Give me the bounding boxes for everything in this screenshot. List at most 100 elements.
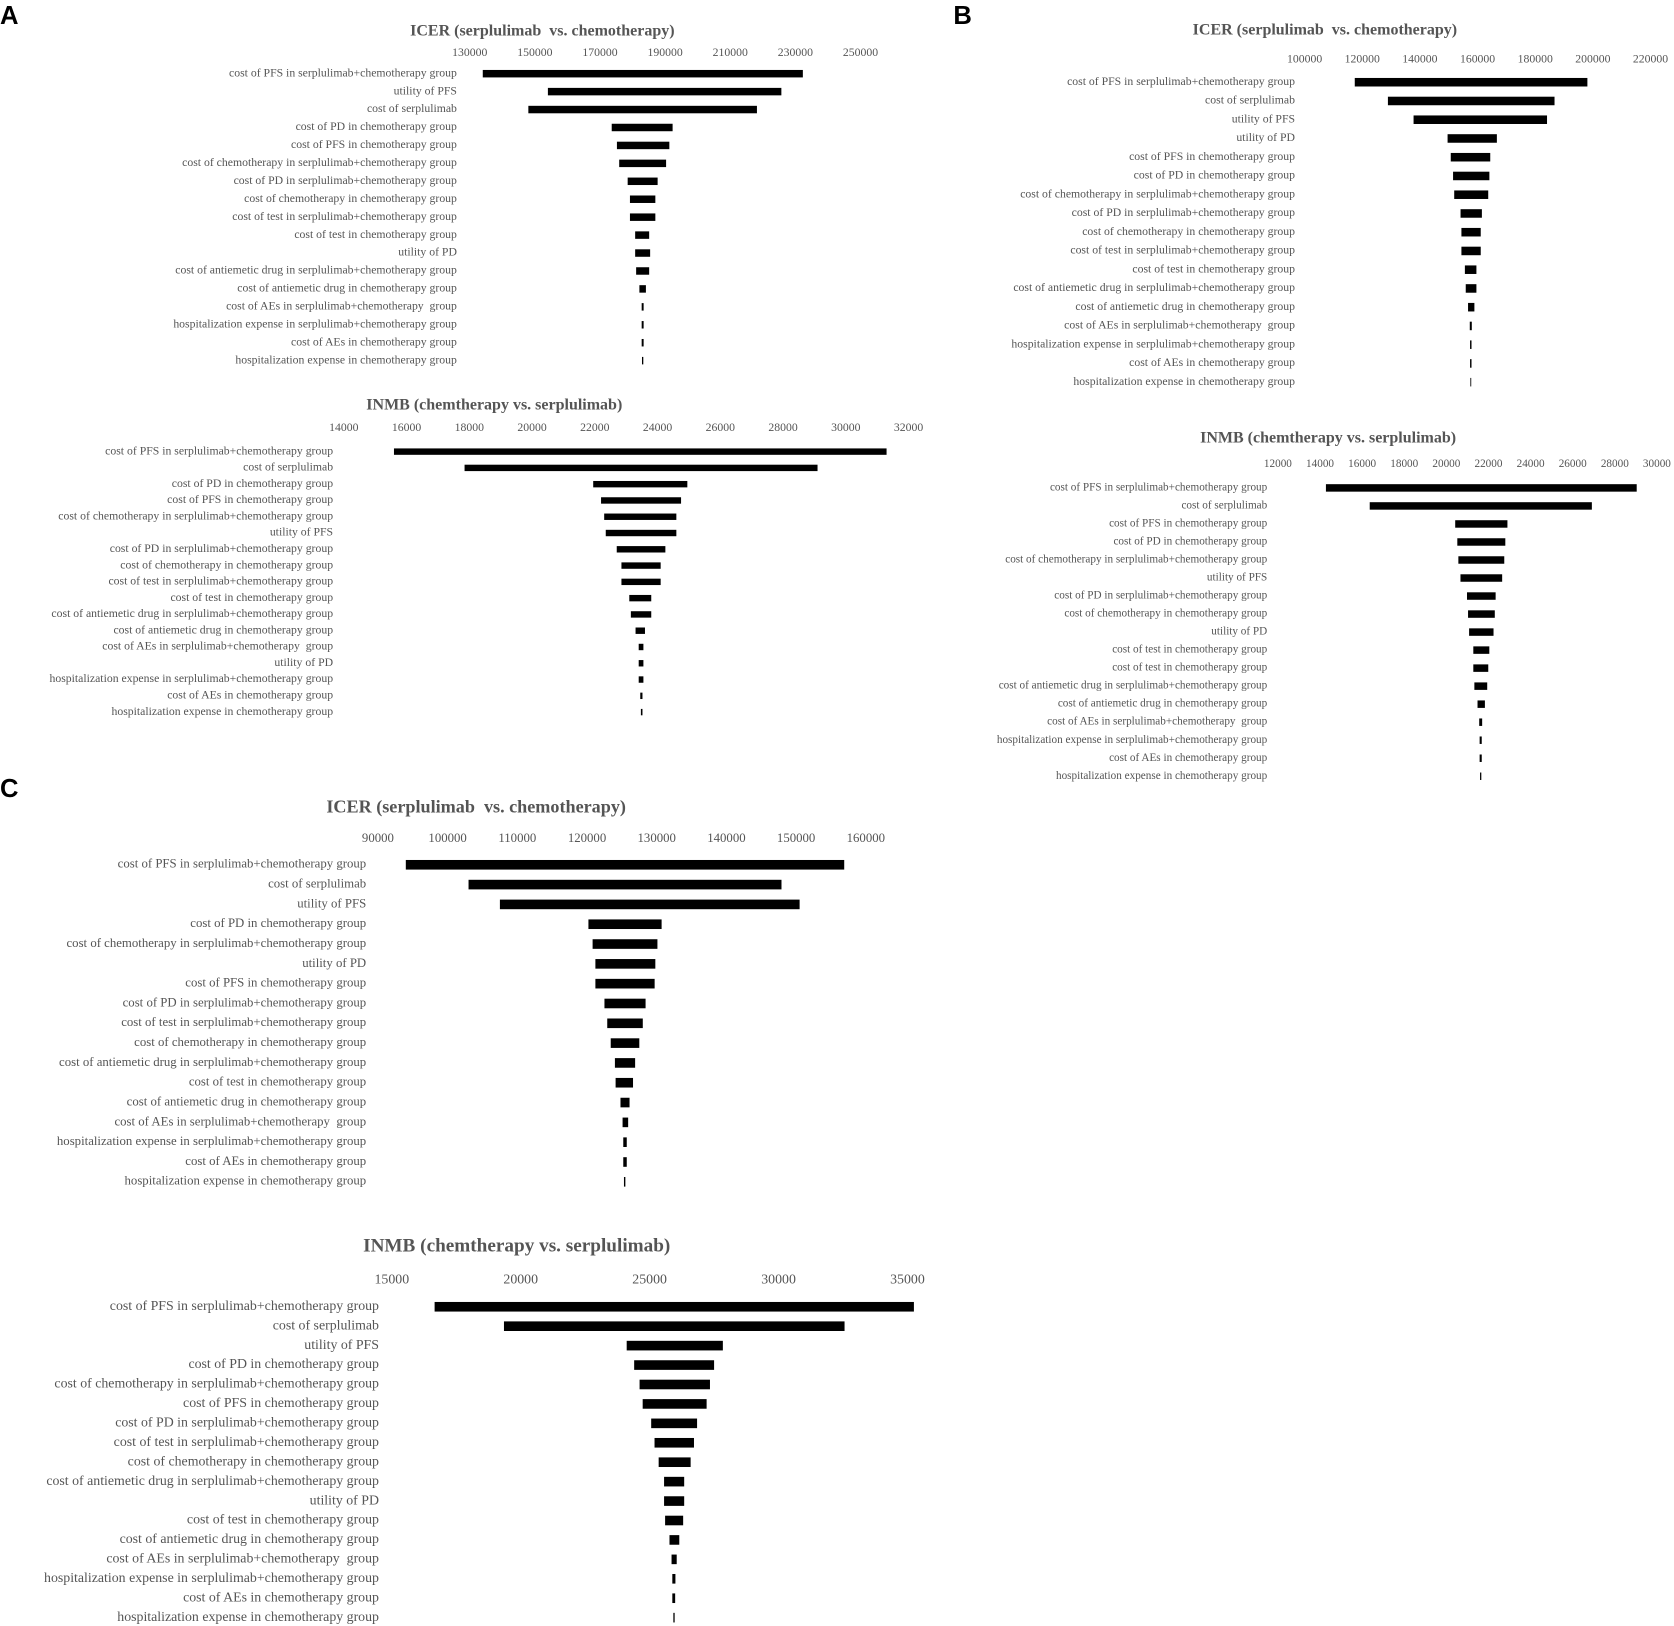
bar bbox=[622, 1117, 629, 1128]
bar bbox=[658, 1457, 691, 1468]
category-label: cost of PFS in serplulimab+chemotherapy … bbox=[1067, 75, 1295, 88]
x-tick-label: 30000 bbox=[761, 1272, 796, 1287]
category-label: utility of PFS bbox=[297, 896, 366, 910]
x-tick-label: 15000 bbox=[374, 1272, 409, 1287]
x-tick-label: 32000 bbox=[894, 421, 923, 434]
bar bbox=[672, 1573, 676, 1584]
category-label: utility of PFS bbox=[1207, 572, 1267, 584]
bar bbox=[614, 1058, 636, 1068]
category-label: cost of PFS in serplulimab+chemotherapy … bbox=[110, 1299, 379, 1314]
category-label: cost of serplulimab bbox=[1205, 94, 1295, 107]
bar bbox=[619, 159, 667, 168]
bar bbox=[1461, 227, 1481, 237]
bar bbox=[629, 594, 652, 602]
bar bbox=[1461, 246, 1481, 256]
bar bbox=[604, 513, 677, 520]
chart-title: INMB (chemtherapy vs. serplulimab) bbox=[1200, 429, 1456, 446]
category-label: cost of test in serplulimab+chemotherapy… bbox=[1070, 244, 1295, 257]
bar bbox=[1450, 152, 1491, 162]
x-tick-label: 220000 bbox=[1633, 52, 1668, 65]
x-tick-label: 16000 bbox=[392, 421, 421, 434]
bar bbox=[1369, 502, 1592, 510]
category-label: hospitalization expense in serplulimab+c… bbox=[173, 317, 457, 330]
category-label: hospitalization expense in chemotherapy … bbox=[1073, 375, 1295, 388]
category-label: hospitalization expense in chemotherapy … bbox=[117, 1610, 379, 1625]
bar bbox=[1460, 574, 1503, 582]
category-label: cost of test in chemotherapy group bbox=[1132, 262, 1295, 275]
x-tick-label: 90000 bbox=[362, 831, 394, 845]
bar bbox=[499, 899, 800, 910]
x-tick-label: 24000 bbox=[1517, 458, 1545, 470]
category-label: cost of PD in serplulimab+chemotherapy g… bbox=[115, 1416, 379, 1431]
category-label: cost of PD in serplulimab+chemotherapy g… bbox=[123, 995, 367, 1009]
bar bbox=[1460, 209, 1482, 218]
category-label: cost of PFS in chemotherapy group bbox=[167, 493, 333, 506]
bar bbox=[1455, 520, 1508, 528]
category-label: cost of AEs in chemotherapy group bbox=[183, 1590, 379, 1605]
x-tick-label: 18000 bbox=[455, 421, 484, 434]
bar bbox=[528, 105, 757, 114]
category-label: cost of chemotherapy in serplulimab+chem… bbox=[54, 1377, 379, 1392]
category-label: cost of PFS in chemotherapy group bbox=[183, 1396, 379, 1411]
x-tick-label: 160000 bbox=[847, 831, 885, 845]
category-label: cost of PD in chemotherapy group bbox=[188, 1357, 379, 1372]
bar bbox=[615, 1077, 634, 1088]
category-label: cost of test in chemotherapy group bbox=[170, 591, 333, 604]
category-label: cost of AEs in serplulimab+chemotherapy … bbox=[1047, 716, 1267, 728]
bar bbox=[595, 959, 656, 969]
bar bbox=[1479, 736, 1482, 744]
x-tick-label: 22000 bbox=[1474, 458, 1502, 470]
category-label: cost of PD in serplulimab+chemotherapy g… bbox=[234, 174, 457, 187]
chart-title: ICER (serplulimab vs. chemotherapy) bbox=[1193, 22, 1457, 39]
bar bbox=[1477, 700, 1485, 708]
category-label: cost of AEs in chemotherapy group bbox=[291, 335, 457, 348]
category-label: cost of antiemetic drug in serplulimab+c… bbox=[59, 1055, 366, 1069]
bar bbox=[1473, 646, 1490, 654]
category-label: utility of PFS bbox=[270, 526, 333, 539]
bar bbox=[607, 1018, 643, 1029]
category-label: cost of AEs in serplulimab+chemotherapy … bbox=[102, 640, 333, 653]
bar bbox=[635, 231, 650, 239]
x-tick-label: 130000 bbox=[452, 46, 487, 59]
category-label: utility of PFS bbox=[394, 84, 457, 97]
category-label: cost of PFS in serplulimab+chemotherapy … bbox=[229, 66, 457, 79]
category-label: cost of PFS in chemotherapy group bbox=[1109, 518, 1268, 530]
category-label: hospitalization expense in chemotherapy … bbox=[125, 1174, 367, 1188]
category-label: hospitalization expense in serplulimab+c… bbox=[44, 1571, 379, 1586]
category-label: cost of AEs in serplulimab+chemotherapy … bbox=[1064, 319, 1295, 332]
category-label: utility of PD bbox=[310, 1493, 379, 1508]
bar bbox=[1354, 77, 1588, 87]
category-label: cost of chemotherapy in serplulimab+chem… bbox=[58, 509, 333, 522]
bar bbox=[1466, 592, 1496, 600]
x-tick-label: 120000 bbox=[568, 831, 606, 845]
bar bbox=[672, 1593, 676, 1604]
category-label: cost of serplulimab bbox=[367, 102, 457, 115]
x-tick-label: 14000 bbox=[329, 421, 358, 434]
category-label: cost of chemotherapy in chemotherapy gro… bbox=[1064, 608, 1267, 620]
bar bbox=[616, 141, 670, 150]
bar bbox=[634, 1360, 715, 1370]
bar bbox=[669, 1535, 680, 1545]
category-label: hospitalization expense in serplulimab+c… bbox=[57, 1134, 366, 1148]
bar bbox=[1468, 302, 1475, 312]
bar bbox=[664, 1476, 685, 1487]
x-tick-label: 30000 bbox=[1643, 458, 1671, 470]
x-tick-label: 140000 bbox=[707, 831, 745, 845]
x-tick-label: 20000 bbox=[517, 421, 546, 434]
category-label: cost of test in chemotherapy group bbox=[294, 228, 457, 241]
x-tick-label: 16000 bbox=[1348, 458, 1376, 470]
bar bbox=[605, 529, 677, 537]
chart-title: ICER (serplulimab vs. chemotherapy) bbox=[326, 796, 626, 817]
bar bbox=[468, 879, 782, 890]
bar bbox=[1479, 754, 1482, 762]
category-label: cost of PFS in serplulimab+chemotherapy … bbox=[118, 857, 367, 871]
bar bbox=[1474, 682, 1488, 690]
bar bbox=[611, 123, 673, 132]
category-label: cost of PFS in serplulimab+chemotherapy … bbox=[1050, 481, 1268, 493]
category-label: cost of AEs in chemotherapy group bbox=[1109, 752, 1268, 764]
x-tick-label: 150000 bbox=[777, 831, 815, 845]
bar bbox=[654, 1437, 694, 1448]
x-tick-label: 190000 bbox=[648, 46, 683, 59]
category-label: cost of antiemetic drug in chemotherapy … bbox=[113, 623, 333, 636]
